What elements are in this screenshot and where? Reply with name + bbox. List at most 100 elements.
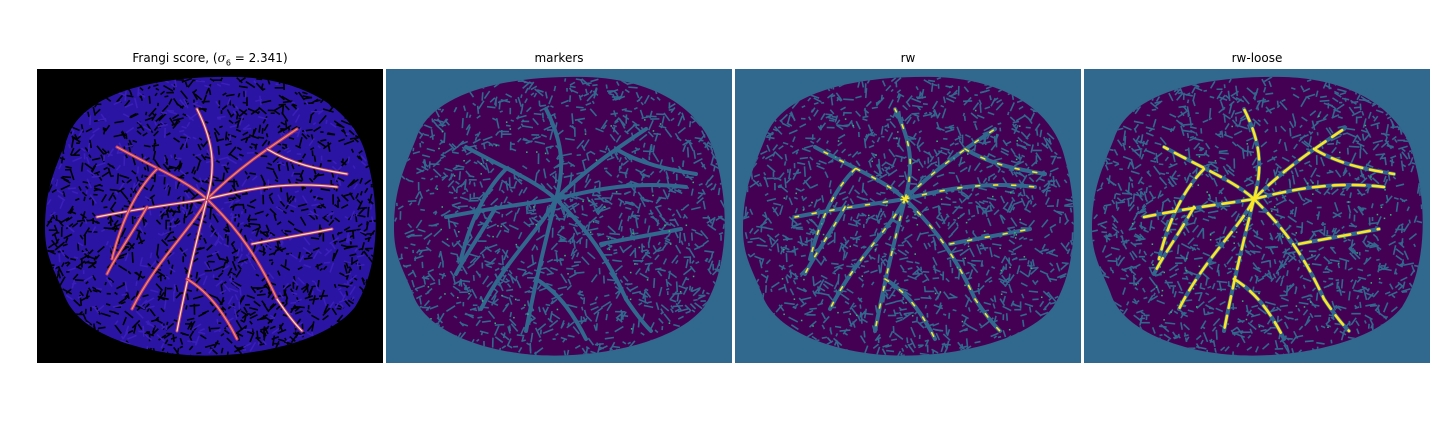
marker-seed	[582, 200, 584, 203]
marker-seed	[652, 194, 654, 197]
segmented-vessel	[1242, 107, 1261, 201]
marker-seed	[1295, 305, 1298, 307]
marker-seed	[905, 302, 907, 304]
segmented-vessel	[1322, 297, 1351, 333]
marker-seed	[515, 243, 518, 246]
marker-seed	[1179, 301, 1182, 303]
marker-seed	[983, 230, 986, 232]
segmented-vessel	[814, 146, 906, 200]
marker-seed	[916, 223, 919, 226]
marker-seed	[967, 245, 970, 248]
marker-seed	[1308, 263, 1310, 266]
marker-seed	[1214, 160, 1217, 162]
marker-seed	[1015, 158, 1018, 161]
marker-seed	[629, 271, 632, 274]
marker-seed	[781, 278, 784, 280]
marker-seed	[1370, 282, 1373, 284]
title-rest: = 2.341)	[230, 51, 288, 65]
marker-seed	[505, 121, 508, 123]
segmented-vessel	[1222, 197, 1256, 333]
marker-seed	[495, 144, 497, 147]
marker-seed	[564, 254, 566, 257]
panel-rw-loose: rw-loose	[1084, 48, 1430, 363]
marker-seed	[1161, 236, 1164, 239]
marker-seed	[1364, 124, 1367, 127]
marker-seed	[669, 243, 672, 245]
segmented-vessel	[1177, 197, 1256, 311]
vessel	[544, 107, 564, 201]
marker-seed	[652, 130, 655, 132]
marker-seed	[632, 232, 634, 235]
marker-seed	[1155, 286, 1158, 288]
marker-seed	[1378, 277, 1381, 280]
marker-seed	[1312, 182, 1314, 184]
vessel	[903, 127, 997, 201]
vessel	[614, 147, 698, 176]
marker-seed	[588, 199, 590, 202]
segmented-vessel	[1252, 197, 1326, 301]
vessel-core	[196, 108, 213, 200]
marker-seed	[1273, 206, 1276, 208]
marker-seed	[1159, 266, 1161, 268]
marker-seed	[481, 300, 484, 302]
segmented-vessel	[804, 206, 846, 275]
panel-frangi: Frangi score, (σ6 = 2.341)	[37, 48, 383, 363]
marker-seed	[604, 206, 606, 209]
panel-title-rw: rw	[900, 51, 916, 65]
vessel	[554, 127, 648, 201]
marker-seed	[1231, 125, 1233, 128]
marker-seed	[911, 315, 914, 317]
vessel	[479, 197, 558, 311]
vessel-texture	[1092, 76, 1423, 356]
marker-seed	[480, 163, 483, 165]
marker-seed	[509, 128, 512, 130]
marker-seed	[874, 248, 877, 251]
marker-seed	[844, 118, 847, 120]
marker-seed	[1282, 236, 1284, 238]
marker-seed	[861, 275, 863, 277]
marker-seed	[1389, 214, 1392, 216]
marker-seed	[1170, 311, 1172, 313]
marker-seed	[957, 217, 960, 219]
marker-seed	[1236, 285, 1238, 288]
marker-seed	[514, 298, 517, 301]
marker-seed	[934, 292, 937, 295]
marker-seed	[629, 298, 632, 301]
vessel	[793, 197, 907, 219]
marker-seed	[1318, 115, 1320, 117]
marker-seed	[1235, 231, 1238, 233]
marker-seed	[592, 221, 595, 223]
marker-seed	[608, 248, 611, 251]
marker-seed	[837, 311, 839, 314]
vessel	[554, 182, 688, 201]
marker-seed	[1270, 210, 1273, 212]
marker-seed	[1015, 234, 1018, 236]
marker-seed	[1019, 125, 1021, 127]
vessel-core	[186, 278, 238, 340]
segmented-vessel	[1142, 197, 1256, 219]
marker-seed	[795, 192, 798, 195]
marker-seed	[783, 313, 785, 316]
marker-seed	[646, 279, 649, 281]
marker-seed	[1383, 217, 1386, 220]
marker-seed	[1131, 222, 1134, 225]
marker-seed	[1186, 257, 1188, 260]
marker-seed	[638, 246, 641, 249]
vessel-texture	[394, 77, 725, 356]
marker-seed	[1198, 155, 1201, 158]
marker-seed	[630, 328, 633, 330]
image-markers	[386, 69, 732, 363]
marker-seed	[1016, 140, 1019, 142]
marker-seed	[1241, 300, 1244, 302]
marker-seed	[984, 159, 987, 161]
marker-seed	[918, 169, 920, 171]
title-sigma: σ	[217, 51, 226, 65]
marker-seed	[1163, 271, 1166, 274]
marker-seed	[936, 140, 938, 143]
vessel-core	[206, 198, 278, 300]
marker-seed	[852, 124, 855, 127]
marker-seed	[1347, 201, 1350, 203]
marker-seed	[1008, 328, 1011, 331]
marker-seed	[497, 225, 499, 227]
vessel-core	[176, 198, 208, 332]
